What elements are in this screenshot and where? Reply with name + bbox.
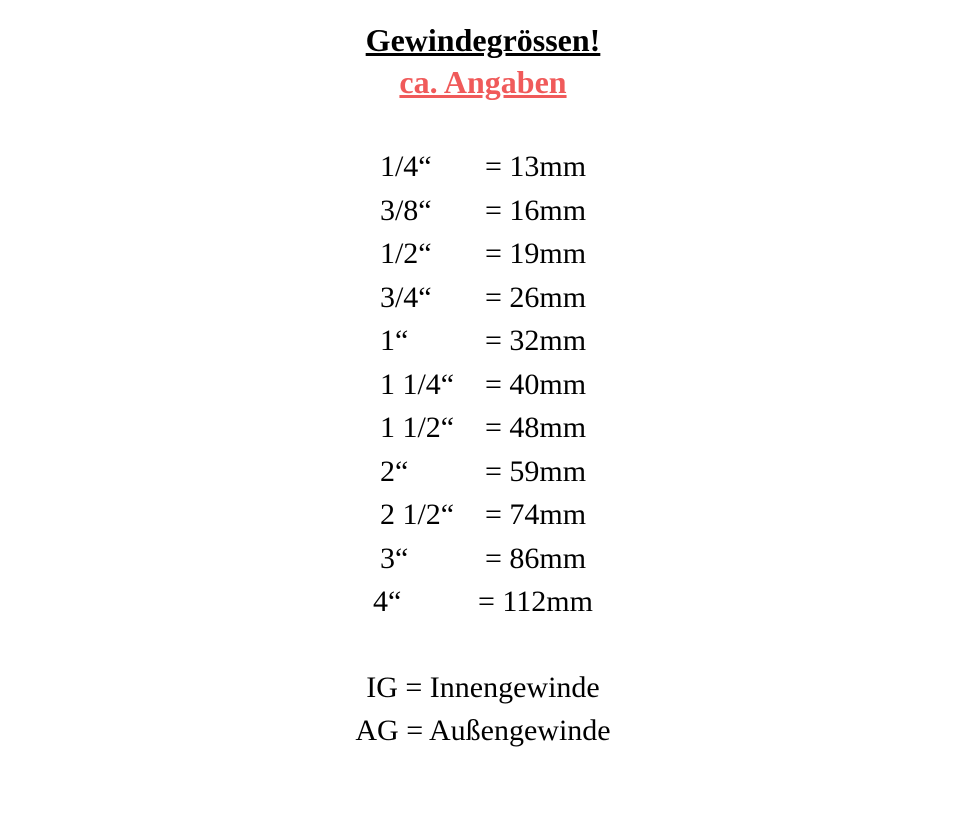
size-value: = 16mm bbox=[485, 189, 586, 233]
size-value: = 74mm bbox=[485, 493, 586, 537]
size-label: 3/8“ bbox=[380, 189, 485, 233]
table-row: 1 1/4“ = 40mm bbox=[380, 363, 586, 407]
table-row: 1“ = 32mm bbox=[380, 319, 586, 363]
size-label: 4“ bbox=[373, 580, 478, 624]
size-label: 1 1/4“ bbox=[380, 363, 485, 407]
legend-item: AG = Außengewinde bbox=[355, 709, 610, 753]
table-row: 1/4“ = 13mm bbox=[380, 145, 586, 189]
size-value: = 40mm bbox=[485, 363, 586, 407]
size-label: 1“ bbox=[380, 319, 485, 363]
size-label: 2 1/2“ bbox=[380, 493, 485, 537]
size-value: = 112mm bbox=[478, 580, 593, 624]
table-row: 2 1/2“ = 74mm bbox=[380, 493, 586, 537]
size-value: = 26mm bbox=[485, 276, 586, 320]
size-value: = 59mm bbox=[485, 450, 586, 494]
size-label: 2“ bbox=[380, 450, 485, 494]
document-container: Gewindegrössen! ca. Angaben 1/4“ = 13mm … bbox=[0, 20, 966, 753]
table-row: 4“ = 112mm bbox=[373, 580, 593, 624]
size-value: = 32mm bbox=[485, 319, 586, 363]
size-value: = 48mm bbox=[485, 406, 586, 450]
thread-size-table: 1/4“ = 13mm 3/8“ = 16mm 1/2“ = 19mm 3/4“… bbox=[373, 145, 593, 624]
table-row: 2“ = 59mm bbox=[380, 450, 586, 494]
legend: IG = Innengewinde AG = Außengewinde bbox=[355, 666, 610, 753]
size-label: 1/2“ bbox=[380, 232, 485, 276]
size-label: 3“ bbox=[380, 537, 485, 581]
table-row: 3“ = 86mm bbox=[380, 537, 586, 581]
size-value: = 86mm bbox=[485, 537, 586, 581]
table-row: 3/8“ = 16mm bbox=[380, 189, 586, 233]
page-title: Gewindegrössen! bbox=[366, 20, 601, 62]
table-row: 3/4“ = 26mm bbox=[380, 276, 586, 320]
table-row: 1 1/2“ = 48mm bbox=[380, 406, 586, 450]
size-value: = 13mm bbox=[485, 145, 586, 189]
table-row: 1/2“ = 19mm bbox=[380, 232, 586, 276]
size-label: 3/4“ bbox=[380, 276, 485, 320]
page-subtitle: ca. Angaben bbox=[399, 62, 566, 104]
size-label: 1 1/2“ bbox=[380, 406, 485, 450]
legend-item: IG = Innengewinde bbox=[355, 666, 610, 710]
size-label: 1/4“ bbox=[380, 145, 485, 189]
size-value: = 19mm bbox=[485, 232, 586, 276]
